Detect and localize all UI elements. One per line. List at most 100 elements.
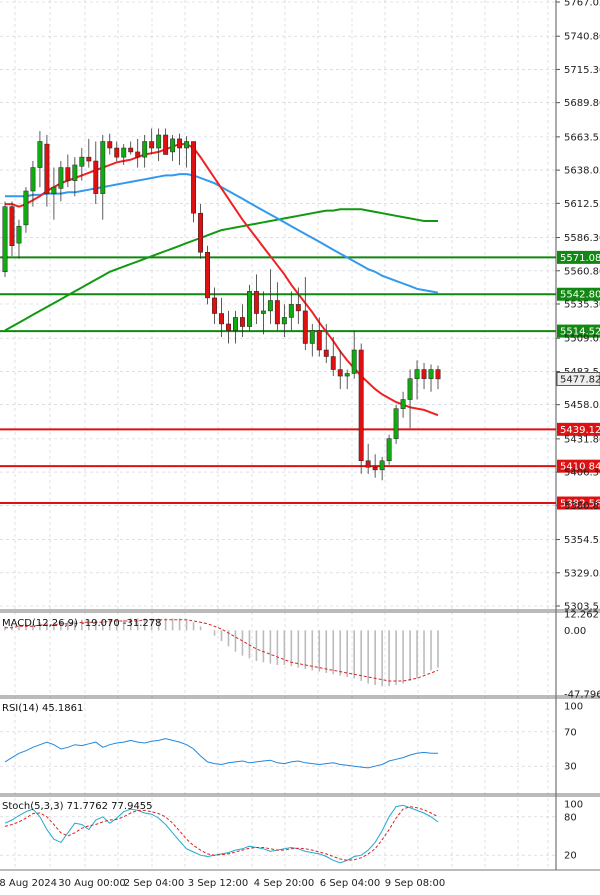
price-tick-label: 5406.30	[564, 468, 600, 479]
time-axis-label: 4 Sep 20:00	[254, 878, 314, 889]
level-label-bg	[557, 324, 600, 338]
candle-body	[358, 349, 364, 462]
price-tick-label: 5612.55	[564, 199, 600, 210]
candle-body	[316, 330, 322, 351]
rsi-line	[4, 738, 438, 769]
candle-body	[51, 186, 57, 194]
level-label-bg	[557, 250, 600, 264]
candle-body	[226, 323, 231, 331]
price-tick-label: 5354.55	[564, 535, 600, 546]
chart-grid	[0, 0, 600, 871]
stoch-tick-label: 80	[564, 812, 577, 823]
candle-body	[267, 300, 273, 312]
moving-averages	[4, 143, 439, 417]
stoch-tick-label: 100	[564, 800, 583, 811]
rsi-tick-label: 100	[564, 702, 583, 713]
time-axis-label: 30 Aug 00:00	[58, 878, 125, 889]
candle-body	[79, 156, 85, 167]
level-label: 5439.12	[560, 425, 600, 436]
price-tick-label: 5586.30	[564, 233, 600, 244]
rsi-label: RSI(14) 45.1861	[2, 703, 83, 714]
candle-body	[100, 141, 106, 194]
candle-body	[281, 317, 287, 325]
time-axis-label: 9 Sep 08:00	[385, 878, 445, 889]
ma-green-line	[4, 208, 438, 332]
price-tick-label: 5560.80	[564, 266, 600, 277]
candle-body	[309, 330, 315, 344]
candle-body	[428, 369, 434, 379]
candlesticks	[2, 128, 441, 481]
price-tick-label: 5767.05	[564, 0, 600, 9]
candle-body	[114, 147, 120, 158]
candle-body	[246, 291, 252, 327]
stoch-d-line	[4, 806, 439, 861]
candle-body	[212, 297, 217, 314]
candle-body	[393, 408, 399, 439]
candle-body	[302, 310, 308, 344]
candle-body	[128, 147, 134, 153]
candle-body	[240, 317, 245, 327]
candle-body	[253, 291, 259, 314]
candle-body	[400, 399, 406, 409]
candle-body	[23, 190, 29, 226]
price-tick-label: 5458.05	[564, 400, 600, 411]
candle-body	[170, 138, 176, 153]
candle-body	[93, 160, 99, 194]
level-label: 5410.84	[560, 462, 600, 473]
candle-body	[386, 438, 392, 462]
candle-body	[58, 167, 64, 189]
last-price-label: 5477.82	[560, 374, 600, 385]
candle-body	[107, 141, 113, 149]
candle-body	[184, 141, 190, 149]
candle-body	[198, 212, 203, 253]
candle-body	[121, 147, 127, 158]
last-price-marker: 5477.82	[556, 372, 600, 386]
candle-body	[219, 313, 224, 325]
candle-body	[323, 349, 329, 357]
candle-body	[337, 369, 343, 377]
candle-body	[288, 304, 294, 318]
candle-body	[372, 467, 378, 471]
candle-body	[142, 141, 148, 158]
price-tick-label: 5740.80	[564, 32, 600, 43]
candle-body	[435, 369, 441, 380]
candle-body	[37, 141, 43, 168]
price-tick-label: 5535.30	[564, 300, 600, 311]
level-label-bg	[557, 422, 600, 436]
candle-body	[72, 164, 78, 181]
candle-body	[344, 373, 350, 377]
candle-body	[86, 156, 92, 162]
macd-tick-label: 0.00	[564, 626, 586, 637]
price-tick-label: 5329.05	[564, 568, 600, 579]
price-tick-label: 5380.80	[564, 501, 600, 512]
price-tick-label: 5663.55	[564, 132, 600, 143]
candle-body	[414, 369, 420, 379]
ma-red-line	[5, 143, 439, 417]
level-label: 5382.56	[560, 499, 600, 510]
macd-pane: MACD(12,26,9) -19.070 -31.278 12.262 0.00 -…	[2, 610, 600, 701]
macd-tick-label: -47.796	[564, 690, 600, 701]
price-tick-label: 5638.05	[564, 166, 600, 177]
level-label: 5514.52	[560, 327, 600, 338]
rsi-tick-label: 30	[564, 762, 577, 773]
macd-label: MACD(12,26,9) -19.070 -31.278	[2, 618, 162, 629]
time-axis-label: 2 Sep 04:00	[124, 878, 184, 889]
price-tick-label: 5715.30	[564, 65, 600, 76]
stoch-label: Stoch(5,3,3) 71.7762 77.9455	[2, 801, 153, 812]
candle-body	[163, 134, 169, 155]
rsi-tick-label: 70	[564, 727, 577, 738]
ma-blue-line	[5, 173, 439, 294]
price-tick-label: 5303.55	[564, 602, 600, 613]
candle-body	[9, 206, 15, 247]
rsi-pane: RSI(14) 45.1861 100 70 30	[0, 702, 583, 773]
price-axis: 5767.05 5740.80 5715.30 5689.80 5663.55 5638.…	[556, 0, 600, 613]
candle-body	[260, 310, 266, 314]
level-label-bg	[557, 287, 600, 301]
candle-body	[135, 151, 141, 158]
support-resistance-levels: 5571.08 5542.80 5514.52 5439.12 5410.84 5382.…	[0, 250, 600, 510]
candle-body	[233, 317, 238, 331]
candle-body	[379, 460, 385, 471]
level-label-bg	[557, 459, 600, 473]
candle-body	[330, 356, 336, 370]
